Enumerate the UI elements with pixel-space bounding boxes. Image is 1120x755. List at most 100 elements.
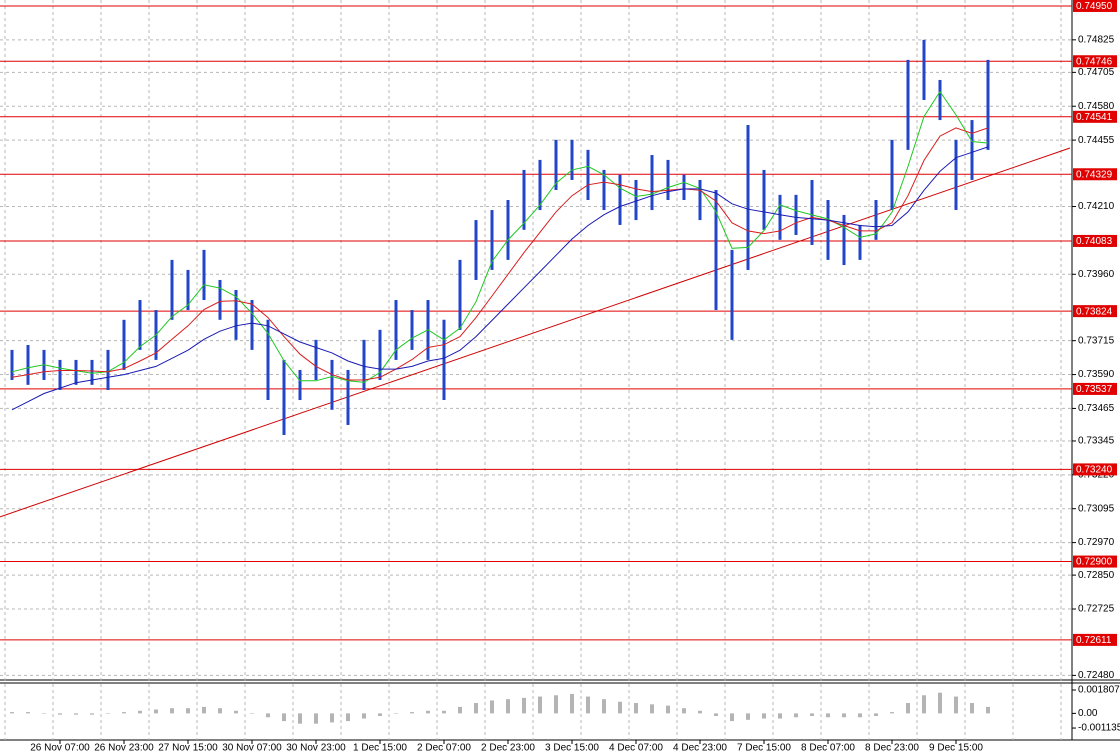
level-label-box bbox=[1073, 110, 1117, 123]
osc-bar bbox=[730, 713, 734, 722]
osc-bar bbox=[586, 696, 590, 714]
x-tick-label: 4 Dec 23:00 bbox=[673, 743, 727, 754]
osc-bar bbox=[922, 695, 926, 714]
osc-bar bbox=[154, 709, 158, 714]
osc-bar bbox=[314, 713, 318, 724]
y-tick-label: 0.74705 bbox=[1078, 67, 1115, 78]
x-tick-label: 30 Nov 23:00 bbox=[286, 743, 346, 754]
x-tick-label: 1 Dec 15:00 bbox=[353, 743, 407, 754]
osc-bar bbox=[890, 712, 894, 714]
x-tick-label: 27 Nov 15:00 bbox=[158, 743, 218, 754]
x-tick-label: 26 Nov 07:00 bbox=[30, 743, 90, 754]
osc-bar bbox=[778, 713, 782, 719]
level-label: 0.74083 bbox=[1076, 236, 1113, 247]
moving-average bbox=[11, 90, 989, 383]
osc-bar bbox=[954, 696, 958, 714]
level-label: 0.73824 bbox=[1076, 306, 1113, 317]
osc-bar bbox=[250, 713, 254, 714]
x-tick-label: 7 Dec 15:00 bbox=[737, 743, 791, 754]
osc-y-tick-label: 0.001807 bbox=[1078, 685, 1120, 696]
osc-bar bbox=[618, 701, 622, 714]
osc-bar bbox=[426, 710, 430, 714]
y-tick-label: 0.73465 bbox=[1078, 403, 1115, 414]
osc-bar bbox=[650, 704, 654, 714]
osc-bar bbox=[106, 713, 110, 714]
level-label-box bbox=[1073, 633, 1117, 646]
osc-bar bbox=[10, 712, 14, 714]
osc-bar bbox=[714, 713, 718, 716]
y-tick-label: 0.73095 bbox=[1078, 503, 1115, 514]
x-tick-label: 4 Dec 07:00 bbox=[609, 743, 663, 754]
osc-bar bbox=[842, 713, 846, 718]
osc-bar bbox=[682, 708, 686, 714]
osc-bar bbox=[474, 703, 478, 714]
osc-bar bbox=[26, 712, 30, 714]
osc-bar bbox=[810, 713, 814, 716]
level-label-box bbox=[1073, 305, 1117, 318]
y-tick-label: 0.73345 bbox=[1078, 436, 1115, 447]
osc-bar bbox=[458, 706, 462, 714]
level-label: 0.74746 bbox=[1076, 56, 1113, 67]
x-tick-label: 2 Dec 07:00 bbox=[417, 743, 471, 754]
osc-bar bbox=[522, 697, 526, 714]
level-label-box bbox=[1073, 463, 1117, 476]
osc-bar bbox=[170, 708, 174, 714]
x-tick-label: 8 Dec 23:00 bbox=[865, 743, 919, 754]
osc-bar bbox=[266, 713, 270, 718]
osc-bar bbox=[570, 693, 574, 714]
x-tick-label: 30 Nov 07:00 bbox=[222, 743, 282, 754]
level-label: 0.72900 bbox=[1076, 557, 1113, 568]
y-tick-label: 0.72480 bbox=[1078, 670, 1115, 681]
x-tick-label: 3 Dec 15:00 bbox=[545, 743, 599, 754]
x-tick-label: 26 Nov 23:00 bbox=[94, 743, 154, 754]
osc-bar bbox=[506, 699, 510, 714]
level-label: 0.73240 bbox=[1076, 465, 1113, 476]
y-tick-label: 0.74825 bbox=[1078, 34, 1115, 45]
osc-bar bbox=[298, 713, 302, 724]
osc-bar bbox=[282, 713, 286, 722]
osc-bar bbox=[666, 705, 670, 714]
osc-y-tick-label: -0.001135 bbox=[1078, 723, 1120, 734]
y-tick-label: 0.73715 bbox=[1078, 335, 1115, 346]
y-tick-label: 0.74580 bbox=[1078, 101, 1115, 112]
y-tick-label: 0.72725 bbox=[1078, 604, 1115, 615]
level-label: 0.74329 bbox=[1076, 169, 1113, 180]
osc-bar bbox=[554, 695, 558, 714]
y-tick-label: 0.72850 bbox=[1078, 570, 1115, 581]
osc-bar bbox=[874, 713, 878, 716]
osc-bar bbox=[490, 700, 494, 714]
level-label: 0.74541 bbox=[1076, 112, 1113, 123]
osc-bar bbox=[970, 703, 974, 714]
level-label-box bbox=[1073, 234, 1117, 247]
osc-bar bbox=[762, 713, 766, 719]
osc-bar bbox=[698, 710, 702, 714]
osc-bar bbox=[362, 713, 366, 719]
y-tick-label: 0.73590 bbox=[1078, 369, 1115, 380]
osc-bar bbox=[442, 710, 446, 714]
osc-bar bbox=[42, 713, 46, 714]
y-tick-label: 0.74455 bbox=[1078, 135, 1115, 146]
osc-y-tick-label: 0.00 bbox=[1078, 708, 1098, 719]
level-label: 0.74950 bbox=[1076, 1, 1113, 12]
level-label-box bbox=[1073, 55, 1117, 68]
osc-bar bbox=[58, 713, 62, 715]
osc-bar bbox=[330, 713, 334, 723]
level-label: 0.72611 bbox=[1076, 635, 1112, 646]
osc-bar bbox=[90, 713, 94, 715]
level-label-box bbox=[1073, 0, 1117, 12]
x-tick-label: 2 Dec 23:00 bbox=[481, 743, 535, 754]
osc-bar bbox=[986, 706, 990, 714]
osc-bar bbox=[794, 713, 798, 718]
x-tick-label: 9 Dec 15:00 bbox=[929, 743, 983, 754]
y-tick-label: 0.72970 bbox=[1078, 537, 1115, 548]
osc-bar bbox=[74, 713, 78, 715]
osc-bar bbox=[938, 692, 942, 714]
osc-bar bbox=[186, 708, 190, 714]
osc-bar bbox=[906, 703, 910, 714]
osc-bar bbox=[346, 713, 350, 722]
osc-bar bbox=[858, 713, 862, 718]
osc-bar bbox=[826, 713, 830, 718]
osc-bar bbox=[202, 706, 206, 714]
